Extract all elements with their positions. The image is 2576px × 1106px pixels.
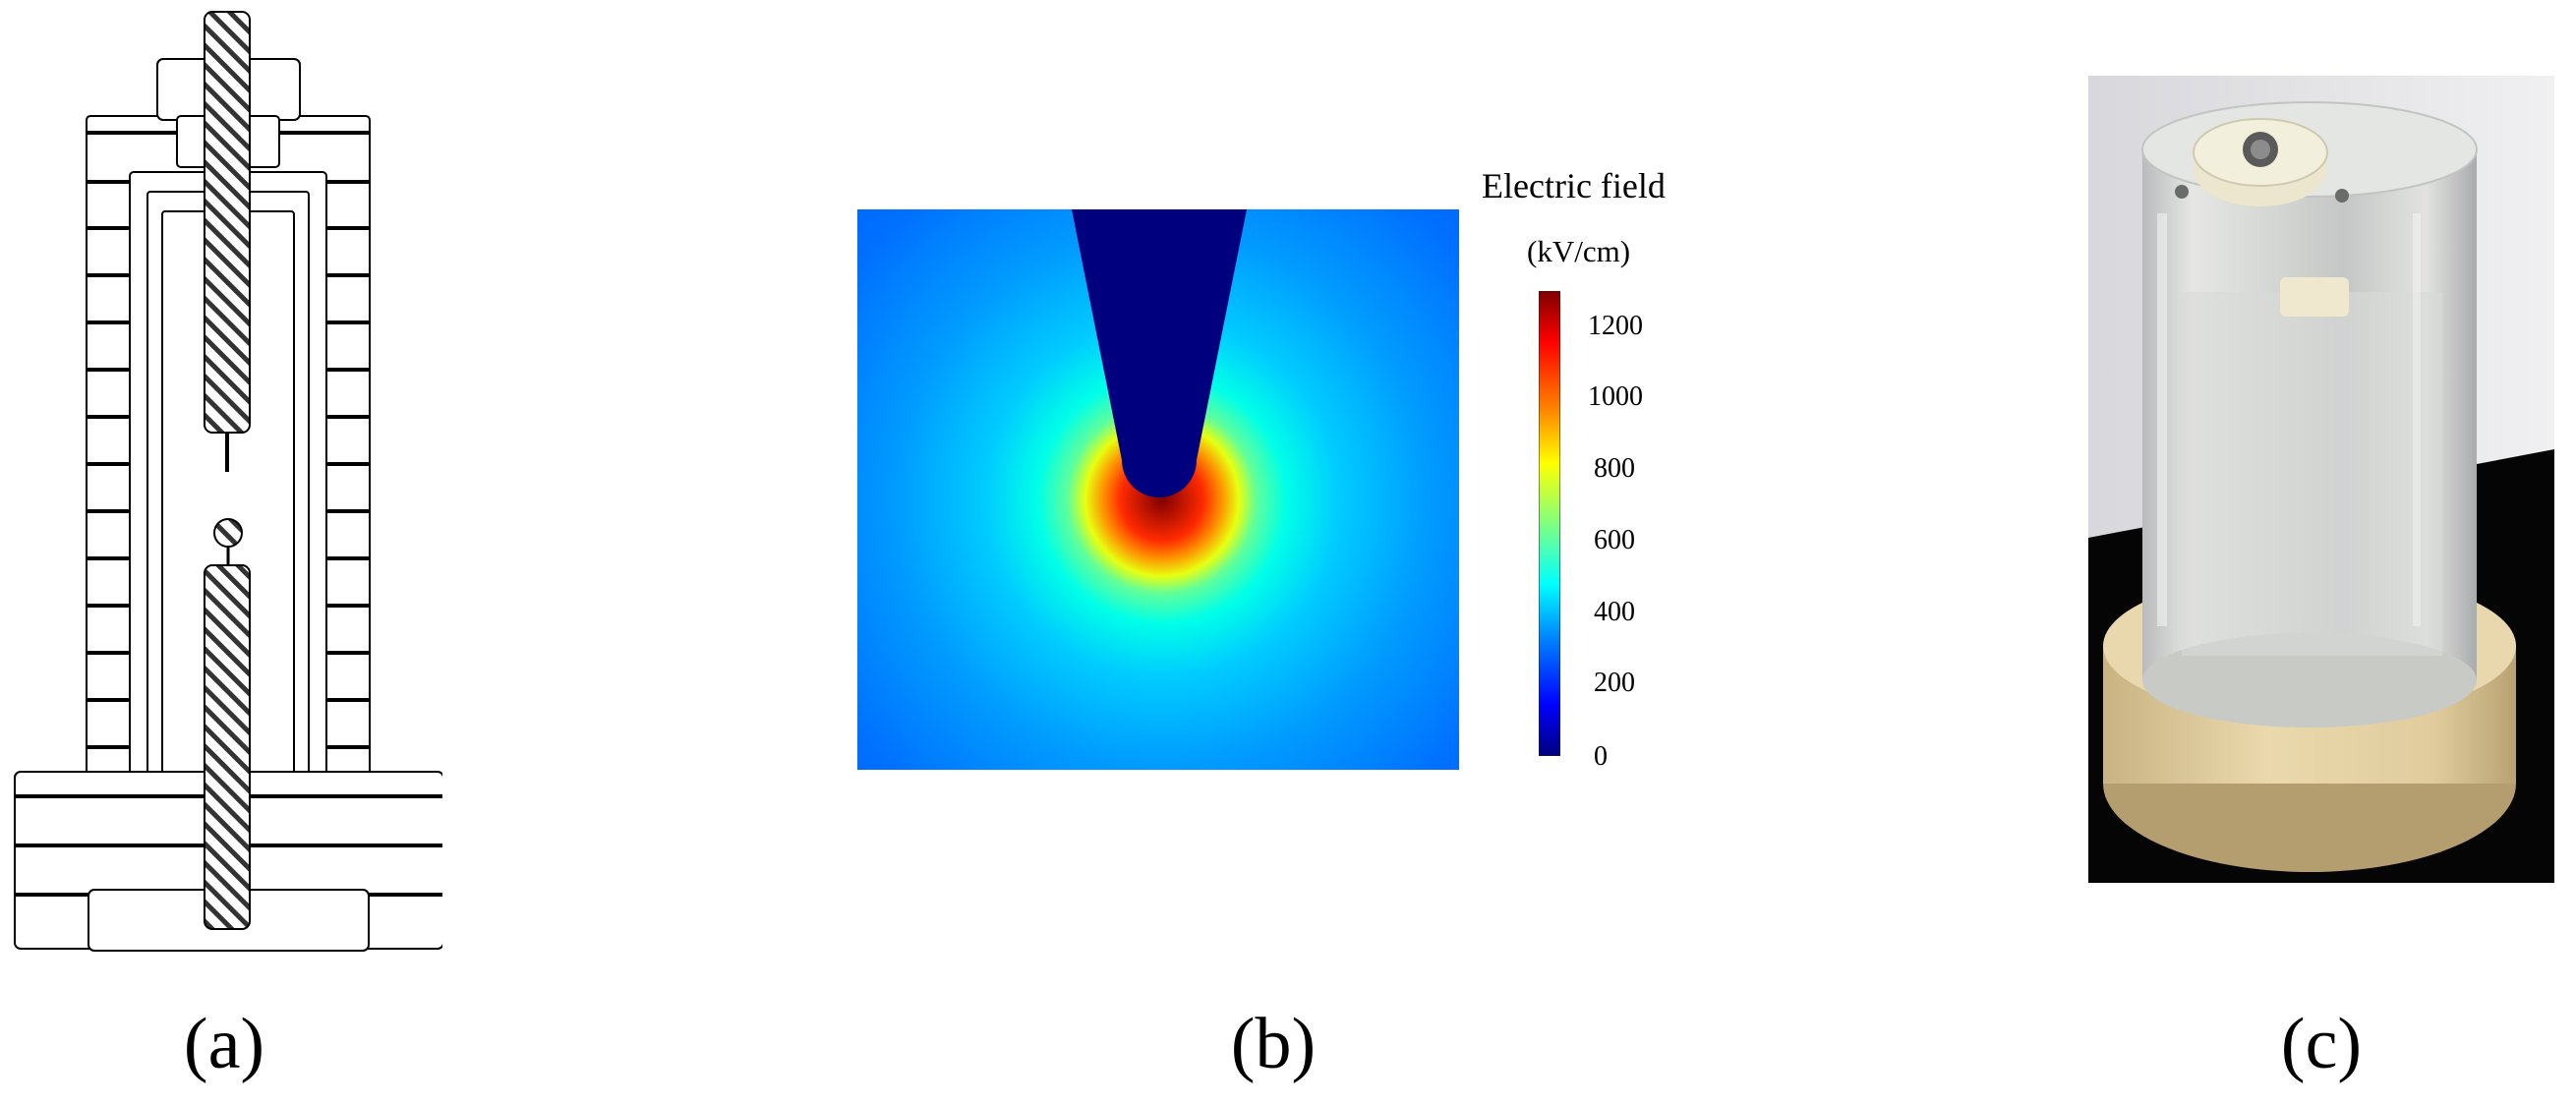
colorbar-tick-600: 600 xyxy=(1594,525,1635,555)
colorbar-tick-0: 0 xyxy=(1594,741,1608,772)
caption-a: (a) xyxy=(183,1004,265,1084)
caption-b: (b) xyxy=(1230,1004,1317,1084)
colorbar-tick-800: 800 xyxy=(1594,453,1635,484)
panel-c-photo xyxy=(2088,76,2554,883)
test-cell-photo xyxy=(2088,76,2554,883)
colorbar-unit: (kV/cm) xyxy=(1527,234,1631,268)
colorbar xyxy=(1539,291,1560,756)
colorbar-tick-200: 200 xyxy=(1594,668,1635,698)
colorbar-title: Electric field xyxy=(1482,166,1666,205)
colorbar-tick-1000: 1000 xyxy=(1588,381,1643,412)
colorbar-tick-1200: 1200 xyxy=(1588,311,1643,341)
caption-c: (c) xyxy=(2280,1004,2363,1084)
electric-field-heatmap xyxy=(857,209,1459,770)
electrode-assembly-drawing xyxy=(14,11,442,952)
needle-electrode-shape xyxy=(1072,209,1247,497)
colorbar-tick-400: 400 xyxy=(1594,597,1635,627)
panel-b-field-map xyxy=(857,209,1459,770)
colorbar-scale xyxy=(1539,291,1560,756)
panel-a-drawing xyxy=(10,10,442,954)
